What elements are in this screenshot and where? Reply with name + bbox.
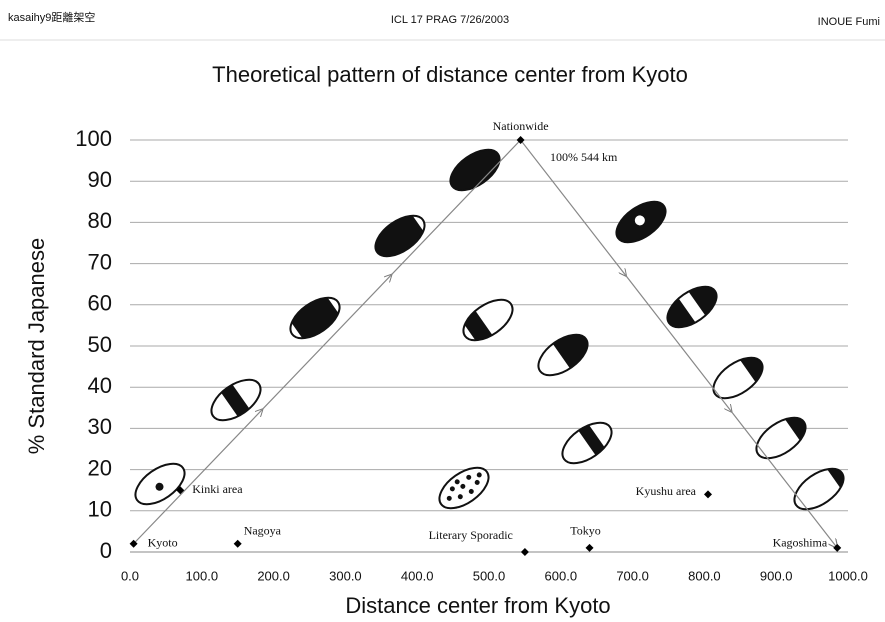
y-tick-label: 100 [75,126,112,151]
x-tick-label: 600.0 [545,568,578,583]
y-tick-label: 80 [88,208,112,233]
ellipse-outline [755,416,807,460]
x-tick-label: 700.0 [616,568,649,583]
y-tick-label: 10 [88,497,112,522]
ellipse-outline [438,466,490,510]
annotation: 100% 544 km [550,150,618,164]
point [176,486,185,495]
y-tick-label: 70 [88,249,112,274]
point [516,136,525,144]
ellipse-bg [794,468,844,510]
ellipse-outline [462,298,514,342]
point-label: Kyoto [148,536,178,550]
pattern-ellipse [660,278,724,336]
pattern-ellipse [609,193,673,251]
x-tick-label: 900.0 [760,568,793,583]
y-tick-label: 60 [88,291,112,316]
header-left: kasaihy9距離架空 [8,10,95,24]
ellipse-dot [476,472,482,478]
ellipse-dot [449,486,455,492]
x-tick-label: 400.0 [401,568,434,583]
header-center: ICL 17 PRAG 7/26/2003 [391,14,509,26]
pattern-ellipse [438,466,490,510]
ellipse-dot [474,479,480,485]
x-tick-label: 500.0 [473,568,506,583]
x-tick-label: 200.0 [257,568,290,583]
ellipse-fill [368,210,428,265]
ellipse-outline [666,285,718,329]
ellipse-dot [155,482,164,491]
pattern-ellipse [793,460,851,511]
ellipse-outline [793,467,845,511]
point-label: Kinki area [192,482,243,496]
y-tick-label: 40 [88,373,112,398]
y-tick-label: 90 [88,167,112,192]
point [585,543,594,552]
pattern-ellipse [460,298,514,346]
x-tick-label: 1000.0 [828,568,868,583]
ellipse-outline [537,333,589,377]
point-label: Kyushu area [636,484,697,498]
pattern-ellipse [443,141,507,199]
ellipse-dot [446,495,452,501]
pattern-ellipse [368,210,428,265]
pattern-ellipse [712,349,770,400]
y-tick-label: 20 [88,455,112,480]
ellipse-outline [374,214,426,258]
ellipse-outline [134,462,186,506]
ellipse-outline [449,148,501,192]
ellipse-outline [210,378,262,422]
point [703,490,712,499]
ellipse-bg [463,299,513,341]
ellipse-dot [460,483,466,489]
ellipse-dot [468,488,474,494]
ellipse-hole [634,215,645,226]
pattern-ellipse [287,292,343,344]
y-tick-label: 30 [88,414,112,439]
x-axis-label: Distance center from Kyoto [345,593,610,618]
ellipse-dot [454,479,460,485]
ellipse-bg [713,357,763,399]
ellipse-fill [443,141,507,199]
ellipse-bg [667,286,717,328]
pattern-ellipse [210,378,262,422]
point [129,539,138,548]
ellipse-bg [756,417,806,459]
ellipse-outline [289,296,341,340]
x-tick-label: 800.0 [688,568,721,583]
point [520,548,529,556]
point [233,539,242,548]
y-tick-label: 0 [100,538,112,563]
ellipse-outline [561,421,613,465]
y-tick-label: 50 [88,332,112,357]
x-tick-label: 100.0 [186,568,219,583]
pattern-ellipse [561,421,613,465]
chart-title: Theoretical pattern of distance center f… [212,62,688,87]
point [833,543,842,552]
x-tick-label: 300.0 [329,568,362,583]
pattern-ellipse [537,326,595,377]
ellipse-dot [457,494,463,500]
x-tick-label: 0.0 [121,568,139,583]
ellipse-outline [615,200,667,244]
header-right: INOUE Fumi [818,16,880,28]
point-label: Nationwide [493,119,549,133]
ellipse-fill [220,383,251,418]
ellipse-dot [466,474,472,480]
ellipse-fill [287,292,343,344]
ellipse-outline [712,356,764,400]
point-label: Kagoshima [773,536,828,550]
ellipse-fill [577,423,607,457]
pattern-ellipse [755,409,813,460]
point-label: Nagoya [244,524,282,538]
point-label: Literary Sporadic [429,528,513,542]
pattern-ellipse [134,462,186,506]
point-label: Tokyo [570,524,601,538]
y-axis-label: % Standard Japanese [24,238,49,455]
